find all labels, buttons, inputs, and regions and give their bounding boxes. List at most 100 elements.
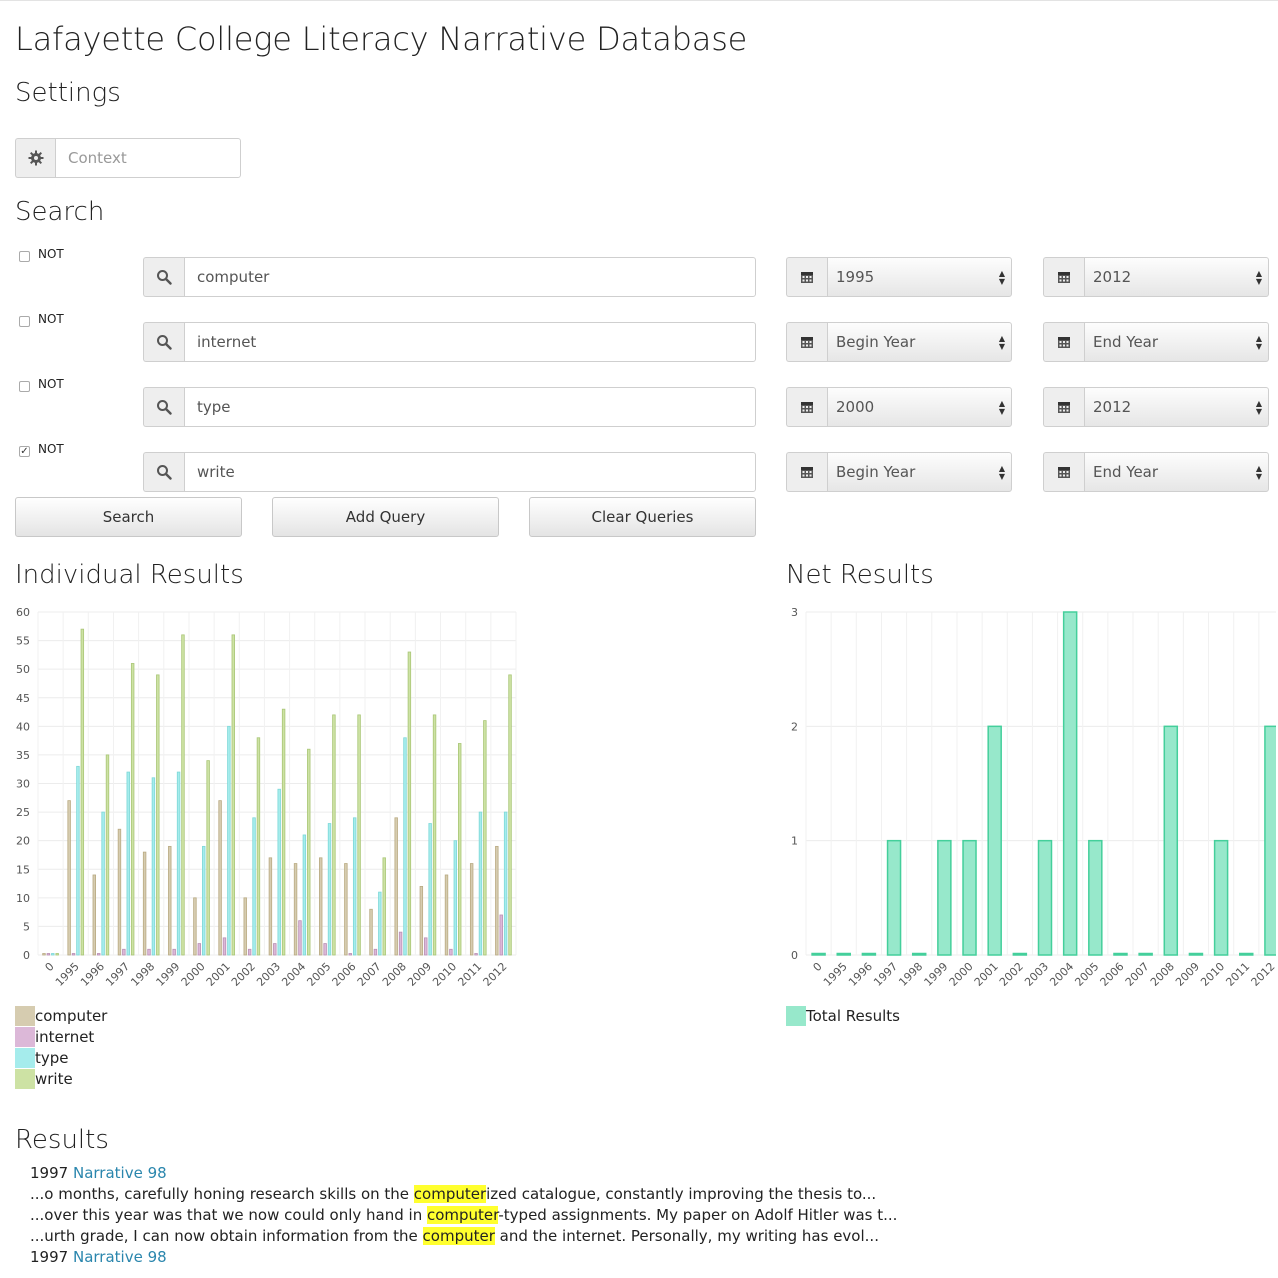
legend-label: type xyxy=(35,1049,69,1067)
search-icon xyxy=(156,334,172,350)
calendar-icon xyxy=(1057,400,1071,414)
end-year-select[interactable]: 2012 ▲ ▼ xyxy=(1084,257,1269,297)
y-tick-label: 3 xyxy=(791,606,798,619)
x-tick-label: 1997 xyxy=(103,960,132,989)
x-tick-label: 2008 xyxy=(380,960,409,989)
individual-results-heading: Individual Results xyxy=(15,560,244,590)
y-tick-label: 45 xyxy=(16,692,30,705)
query-term-input[interactable]: type xyxy=(184,387,756,427)
legend-item-internet: internet xyxy=(15,1027,94,1047)
end-year-select[interactable]: End Year ▲ ▼ xyxy=(1084,452,1269,492)
bar-write xyxy=(382,857,386,956)
y-tick-label: 25 xyxy=(16,806,30,819)
x-tick-label: 2001 xyxy=(972,960,1001,989)
end-year-addon xyxy=(1043,322,1084,362)
y-tick-label: 35 xyxy=(16,749,30,762)
begin-year-value: Begin Year xyxy=(836,333,916,351)
clear-queries-button[interactable]: Clear Queries xyxy=(529,497,756,537)
x-tick-label: 1996 xyxy=(846,960,875,989)
legend-swatch-internet xyxy=(15,1027,35,1047)
bar-computer xyxy=(419,885,424,956)
end-year-select[interactable]: 2012 ▲ ▼ xyxy=(1084,387,1269,427)
search-icon xyxy=(156,269,172,285)
bar-computer xyxy=(268,857,273,956)
bar-type xyxy=(503,811,508,956)
begin-year-select[interactable]: 2000 ▲ ▼ xyxy=(827,387,1012,427)
query-term-input[interactable]: write xyxy=(184,452,756,492)
add-query-button[interactable]: Add Query xyxy=(272,497,499,537)
select-arrows-icon: ▲ ▼ xyxy=(1255,269,1262,286)
bar-computer xyxy=(218,800,222,956)
bar-type xyxy=(101,811,105,956)
settings-heading: Settings xyxy=(15,78,121,108)
begin-year-select[interactable]: 1995 ▲ ▼ xyxy=(827,257,1012,297)
x-tick-label: 1996 xyxy=(78,960,107,989)
bar-total-results xyxy=(1138,952,1153,956)
x-tick-label: 2012 xyxy=(1249,960,1276,989)
legend-swatch-type xyxy=(15,1048,35,1068)
search-addon xyxy=(143,257,184,297)
narrative-link[interactable]: Narrative 98 xyxy=(72,1248,167,1266)
begin-year-addon xyxy=(786,387,827,427)
bar-internet xyxy=(424,937,428,956)
query-term-input[interactable]: computer xyxy=(184,257,756,297)
bar-total-results xyxy=(1188,952,1204,956)
not-checkbox[interactable] xyxy=(19,316,30,327)
bar-type xyxy=(151,777,156,956)
bar-computer xyxy=(193,897,197,956)
bar-computer xyxy=(42,953,46,956)
page-title: Lafayette College Literacy Narrative Dat… xyxy=(15,20,748,58)
begin-year-select[interactable]: Begin Year ▲ ▼ xyxy=(827,452,1012,492)
result-year: 1997 xyxy=(30,1164,69,1182)
settings-addon xyxy=(15,138,55,178)
search-button[interactable]: Search xyxy=(15,497,242,537)
search-icon xyxy=(156,464,172,480)
not-checkbox[interactable] xyxy=(19,251,30,262)
bar-type xyxy=(352,817,357,956)
bar-write xyxy=(256,737,261,956)
bar-computer xyxy=(117,828,122,956)
x-tick-label: 2007 xyxy=(1123,960,1152,989)
bar-type xyxy=(277,788,281,956)
begin-year-select[interactable]: Begin Year ▲ ▼ xyxy=(827,322,1012,362)
x-tick-label: 2004 xyxy=(279,960,308,989)
result-snippet: ...urth grade, I can now obtain informat… xyxy=(30,1227,879,1245)
y-tick-label: 50 xyxy=(16,663,30,676)
begin-year-addon xyxy=(786,257,827,297)
y-tick-label: 20 xyxy=(16,835,30,848)
end-year-addon xyxy=(1043,452,1084,492)
result-snippet: ...over this year was that we now could … xyxy=(30,1206,897,1224)
bar-total-results xyxy=(886,839,902,956)
bar-write xyxy=(55,953,59,956)
bar-write xyxy=(508,674,512,956)
y-tick-label: 30 xyxy=(16,778,30,791)
calendar-icon xyxy=(800,270,814,284)
result-snippet: ...o months, carefully honing research s… xyxy=(30,1185,876,1203)
bar-type xyxy=(403,737,407,956)
legend-item-computer: computer xyxy=(15,1006,107,1026)
bar-internet xyxy=(474,953,478,956)
not-checkbox[interactable]: ✓ xyxy=(19,446,30,457)
legend-swatch-write xyxy=(15,1069,35,1089)
end-year-select[interactable]: End Year ▲ ▼ xyxy=(1084,322,1269,362)
bar-internet xyxy=(247,948,252,956)
bar-total-results xyxy=(836,952,851,956)
y-tick-label: 0 xyxy=(791,949,798,962)
bar-type xyxy=(51,953,55,956)
y-tick-label: 5 xyxy=(23,920,30,933)
x-tick-label: 0 xyxy=(43,960,57,974)
bar-type xyxy=(126,771,130,956)
net-results-heading: Net Results xyxy=(786,560,934,590)
snippet-before: ...over this year was that we now could … xyxy=(30,1206,427,1224)
context-input[interactable]: Context xyxy=(55,138,241,178)
narrative-link[interactable]: Narrative 98 xyxy=(72,1164,167,1182)
bar-internet xyxy=(348,953,352,956)
snippet-after: -typed assignments. My paper on Adolf Hi… xyxy=(498,1206,898,1224)
not-checkbox[interactable] xyxy=(19,381,30,392)
bar-computer xyxy=(394,817,398,956)
bar-total-results xyxy=(811,952,826,956)
bar-internet xyxy=(71,953,76,956)
query-term-input[interactable]: internet xyxy=(184,322,756,362)
gear-icon xyxy=(28,150,43,166)
x-tick-label: 2009 xyxy=(405,960,434,989)
